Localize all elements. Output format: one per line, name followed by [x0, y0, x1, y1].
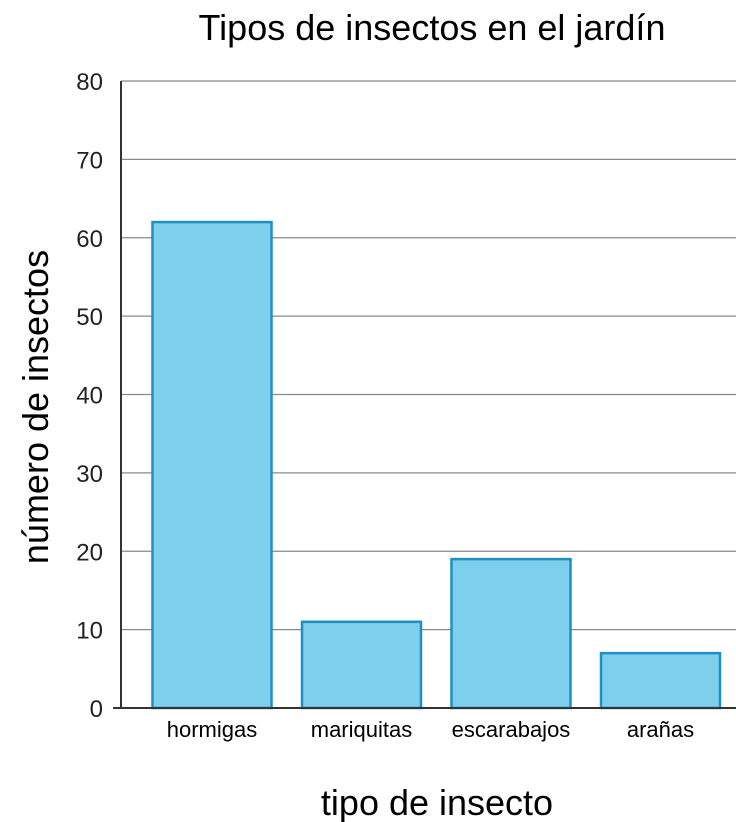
bar-2 — [300, 620, 423, 710]
bar-1 — [151, 220, 273, 710]
y-axis-title: número de insectos — [15, 250, 56, 564]
x-tick-labels: hormigas mariquitas escarabajos arañas — [167, 717, 694, 742]
x-tick-label: arañas — [627, 717, 694, 742]
x-tick-label: hormigas — [167, 717, 257, 742]
bar-4 — [599, 651, 722, 710]
axes — [113, 81, 736, 709]
y-tick-label: 80 — [76, 69, 103, 96]
bars — [151, 220, 722, 710]
y-tick-label: 70 — [76, 147, 103, 174]
chart-title: Tipos de insectos en el jardín — [199, 7, 666, 48]
bar-3 — [450, 557, 572, 710]
y-tick-label: 0 — [90, 696, 103, 723]
x-axis-title: tipo de insecto — [321, 782, 553, 822]
x-tick-label: escarabajos — [452, 717, 571, 742]
y-tick-label: 30 — [76, 461, 103, 488]
x-tick-label: mariquitas — [311, 717, 412, 742]
y-tick-label: 60 — [76, 226, 103, 253]
y-tick-labels: 0 10 20 30 40 50 60 70 80 — [76, 69, 103, 723]
y-tick-label: 10 — [76, 618, 103, 645]
y-tick-label: 40 — [76, 383, 103, 410]
y-tick-label: 50 — [76, 304, 103, 331]
y-tick-label: 20 — [76, 539, 103, 566]
